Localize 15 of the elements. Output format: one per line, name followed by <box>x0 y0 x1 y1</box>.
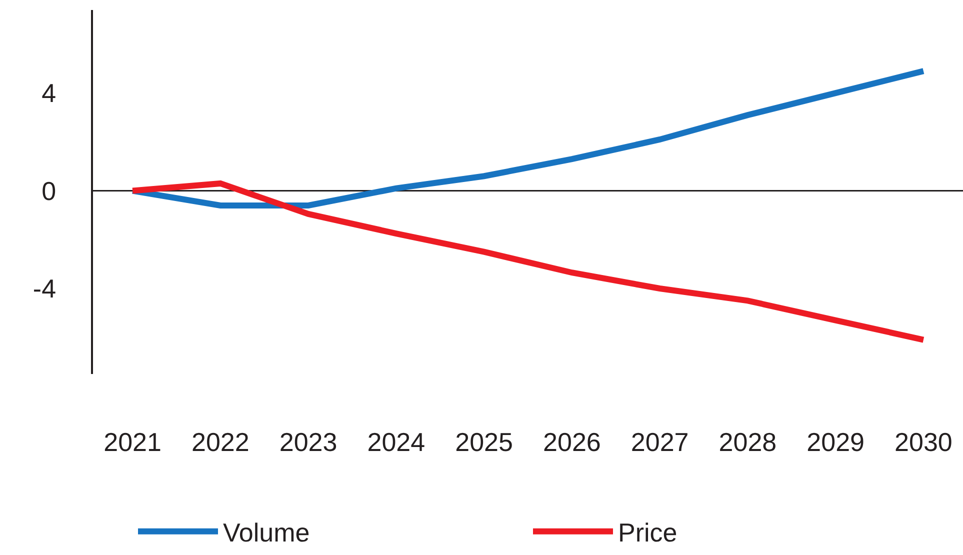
y-tick-label: 4 <box>42 78 56 108</box>
y-tick-label: 0 <box>42 176 56 206</box>
legend-label: Volume <box>223 518 310 548</box>
x-tick-label: 2024 <box>367 427 426 457</box>
x-tick-label: 2029 <box>806 427 864 457</box>
x-tick-label: 2023 <box>279 427 338 457</box>
y-tick-label: -4 <box>32 274 56 304</box>
legend-label: Price <box>618 518 678 548</box>
x-tick-label: 2028 <box>718 427 777 457</box>
x-tick-label: 2030 <box>894 427 952 457</box>
x-tick-label: 2026 <box>543 427 601 457</box>
x-tick-label: 2022 <box>192 427 250 457</box>
x-tick-label: 2021 <box>104 427 162 457</box>
x-tick-label: 2027 <box>630 427 689 457</box>
x-tick-label: 2025 <box>455 427 513 457</box>
